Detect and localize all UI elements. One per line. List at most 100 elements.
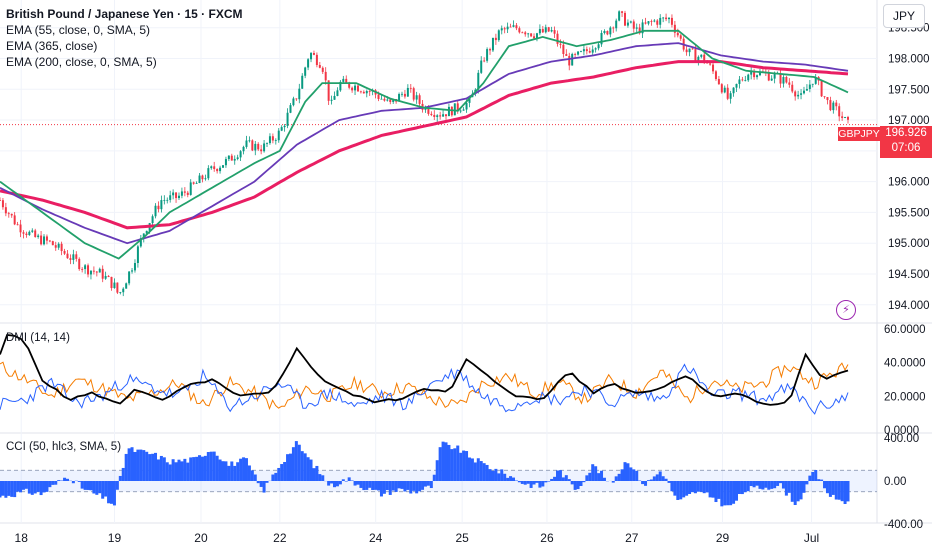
cci-bar [720, 481, 724, 507]
candle-body [670, 17, 673, 25]
candle-body [823, 96, 826, 98]
candle-body [339, 81, 342, 91]
cci-bar [227, 465, 231, 481]
candle-body [679, 35, 682, 39]
cci-bar [655, 474, 659, 481]
candle-body [119, 292, 122, 294]
cci-bar [573, 481, 577, 490]
price-tick-label: 197.000 [888, 115, 930, 127]
cci-bar [667, 481, 671, 483]
candle-body [720, 84, 723, 93]
candle-body [439, 115, 442, 117]
cci-bar [688, 481, 692, 494]
currency-button[interactable]: JPY [883, 4, 925, 28]
ema55-legend[interactable]: EMA (55, close, 0, SMA, 5) [6, 23, 151, 37]
cci-bar [51, 481, 55, 485]
candle-body [92, 270, 95, 272]
candle-body [838, 106, 841, 117]
cci-bar [761, 481, 765, 490]
dmi-adx-line [0, 334, 849, 406]
candle-body [462, 109, 465, 111]
cci-bar [556, 470, 560, 481]
cci-bar [374, 481, 378, 490]
candle-body [468, 97, 471, 103]
candle-body [503, 28, 506, 30]
cci-bar [620, 469, 624, 481]
cci-bar [139, 449, 143, 481]
cci-bar [86, 481, 90, 490]
candle-body [333, 95, 336, 100]
candle-body [779, 73, 782, 84]
candle-body [726, 87, 729, 99]
candle-body [453, 103, 456, 116]
cci-bar [136, 449, 140, 481]
candle-body [791, 84, 794, 92]
cci-bar [808, 475, 812, 481]
cci-bar [415, 481, 419, 494]
cci-bar [526, 481, 530, 484]
dmi-pane-label[interactable]: DMI (14, 14) [6, 332, 70, 344]
cci-bar [104, 481, 108, 497]
cci-bar [676, 481, 680, 500]
candle-body [133, 262, 136, 271]
candle-body [4, 207, 7, 214]
candle-body [324, 71, 327, 81]
candle-body [362, 91, 365, 94]
candle-body [72, 254, 75, 260]
candle-body [712, 64, 715, 72]
candle-body [579, 51, 582, 53]
cci-bar [679, 481, 683, 500]
candle-body [418, 95, 421, 104]
cci-bar [288, 453, 292, 481]
cci-bar [726, 481, 730, 506]
cci-bar [752, 481, 756, 488]
cci-bar [535, 481, 539, 483]
candle-body [629, 21, 632, 23]
candle-body [641, 22, 644, 34]
candle-body [732, 87, 735, 94]
cci-bar [183, 458, 187, 481]
candle-body [538, 29, 541, 34]
cci-bar [614, 476, 618, 481]
cci-bar [820, 479, 824, 481]
cci-bar [133, 451, 137, 481]
candle-body [480, 60, 483, 73]
cci-bar [523, 481, 527, 485]
cci-bar [840, 481, 844, 502]
cci-bar [265, 481, 269, 483]
candle-body [195, 182, 198, 184]
candle-body [98, 268, 101, 273]
cci-bar [553, 476, 557, 481]
candle-body [785, 77, 788, 83]
candle-body [87, 265, 90, 275]
cci-bar [787, 481, 791, 493]
cci-bar [280, 464, 284, 481]
candle-body [588, 51, 591, 53]
cci-bar [423, 481, 427, 487]
cci-bar [21, 481, 25, 490]
cci-bar [755, 481, 759, 486]
cci-bar [488, 469, 492, 481]
lightning-icon[interactable]: ⚡ [836, 300, 856, 320]
candle-body [245, 140, 248, 147]
ema200-legend[interactable]: EMA (200, close, 0, SMA, 5) [6, 55, 157, 69]
ema365-legend[interactable]: EMA (365, close) [6, 39, 98, 53]
cci-bar [582, 481, 586, 483]
candle-body [48, 240, 51, 242]
cci-bar [239, 458, 243, 481]
candle-body [447, 106, 450, 117]
candle-body [289, 105, 292, 113]
candle-body [477, 72, 480, 90]
candle-body [518, 28, 521, 33]
price-tick-label: 195.000 [888, 238, 930, 250]
cci-bar [696, 481, 700, 492]
candle-body [800, 93, 803, 95]
candle-body [398, 94, 401, 102]
candle-body [638, 27, 641, 34]
cci-bar [297, 444, 301, 481]
cci-bar [588, 472, 592, 481]
cci-pane-label[interactable]: CCI (50, hlc3, SMA, 5) [6, 441, 122, 453]
cci-bar [456, 445, 460, 481]
candle-body [66, 253, 69, 259]
axes: 194.000194.500195.000195.500196.000196.5… [15, 23, 930, 545]
